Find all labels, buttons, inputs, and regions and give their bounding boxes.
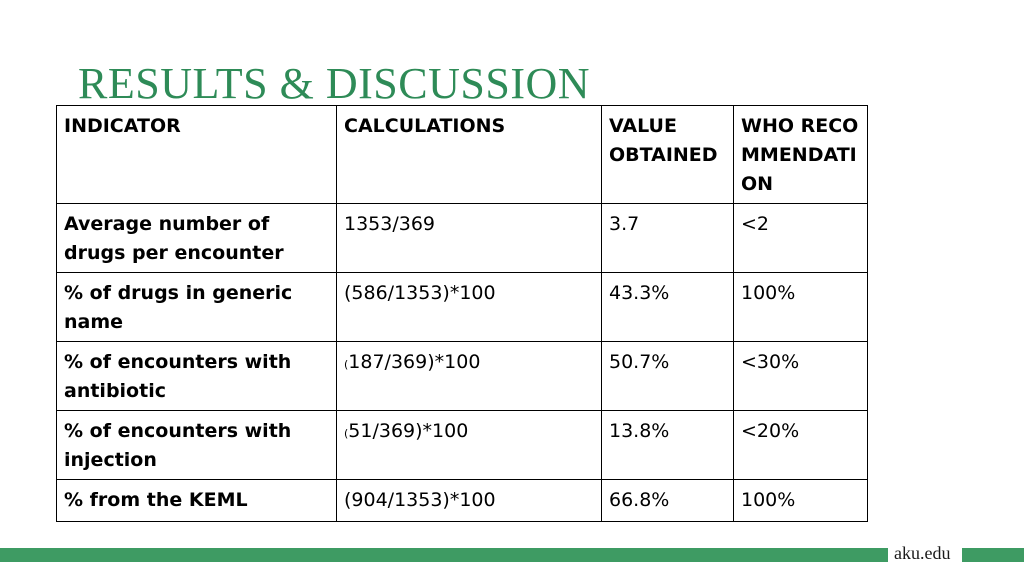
footer-website: aku.edu <box>894 543 951 563</box>
indicator-cell: % from the KEML <box>56 479 337 522</box>
who-cell: <20% <box>733 410 868 480</box>
indicator-cell: % of encounters with antibiotic <box>56 341 337 411</box>
calculation-cell: (586/1353)*100 <box>336 272 602 342</box>
table-header-row: INDICATOR CALCULATIONS VALUE OBTAINED WH… <box>56 105 868 204</box>
calc-prefix: ( <box>344 427 349 440</box>
header-value-obtained: VALUE OBTAINED <box>601 105 734 204</box>
who-cell: 100% <box>733 272 868 342</box>
value-cell: 66.8% <box>601 479 734 522</box>
calculation-cell: (187/369)*100 <box>336 341 602 411</box>
table-row: % of encounters with injection (51/369)*… <box>56 410 868 480</box>
calc-text: 1353/369 <box>344 213 436 235</box>
who-cell: <30% <box>733 341 868 411</box>
calc-text: (904/1353)*100 <box>344 489 496 511</box>
indicator-cell: Average number of drugs per encounter <box>56 203 337 273</box>
header-calculations: CALCULATIONS <box>336 105 602 204</box>
header-indicator: INDICATOR <box>56 105 337 204</box>
table-row: % of drugs in generic name (586/1353)*10… <box>56 272 868 342</box>
who-cell: 100% <box>733 479 868 522</box>
calculation-cell: (51/369)*100 <box>336 410 602 480</box>
calculation-cell: (904/1353)*100 <box>336 479 602 522</box>
value-cell: 50.7% <box>601 341 734 411</box>
value-cell: 3.7 <box>601 203 734 273</box>
calc-text: 187/369)*100 <box>348 351 481 373</box>
table-row: Average number of drugs per encounter 13… <box>56 203 868 273</box>
who-cell: <2 <box>733 203 868 273</box>
footer-bar-left <box>0 548 888 562</box>
table-row: % of encounters with antibiotic (187/369… <box>56 341 868 411</box>
value-cell: 13.8% <box>601 410 734 480</box>
indicator-table: INDICATOR CALCULATIONS VALUE OBTAINED WH… <box>56 105 868 522</box>
slide-title: RESULTS & DISCUSSION <box>78 59 591 108</box>
calc-text: 51/369)*100 <box>348 420 469 442</box>
value-cell: 43.3% <box>601 272 734 342</box>
table-row: % from the KEML (904/1353)*100 66.8% 100… <box>56 479 868 522</box>
footer-bar-right <box>962 548 1024 562</box>
calculation-cell: 1353/369 <box>336 203 602 273</box>
calc-prefix: ( <box>344 358 349 371</box>
header-who-recommendation: WHO RECOMMENDATION <box>733 105 868 204</box>
indicator-cell: % of encounters with injection <box>56 410 337 480</box>
indicator-cell: % of drugs in generic name <box>56 272 337 342</box>
calc-text: (586/1353)*100 <box>344 282 496 304</box>
